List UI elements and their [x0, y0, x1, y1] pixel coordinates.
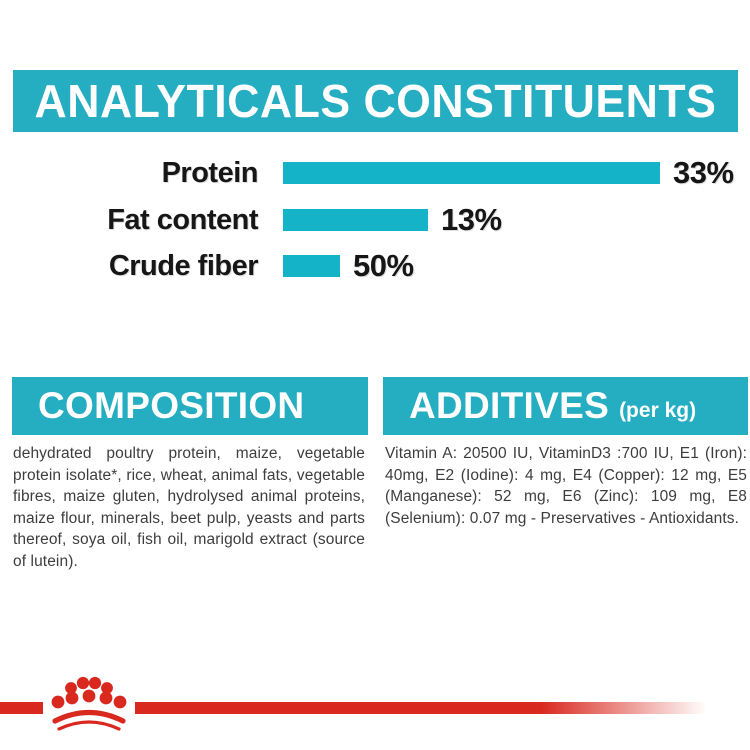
chart-row: Protein 33% [0, 155, 734, 191]
chart-category-label: Fat content [107, 203, 258, 236]
chart-value-label: 50% [353, 248, 414, 283]
composition-body-text: dehydrated poultry protein, maize, veget… [13, 445, 365, 570]
brand-band-right [135, 702, 750, 714]
chart-category-label: Crude fiber [108, 249, 259, 282]
chart-bar [283, 162, 660, 184]
chart-value-label: 13% [441, 202, 502, 237]
composition-title: COMPOSITION [38, 385, 305, 426]
additives-unit-label: (per kg) [619, 399, 697, 422]
chart-bar [283, 255, 340, 277]
additives-title: ADDITIVES [409, 385, 610, 426]
composition-banner: COMPOSITION [12, 377, 368, 435]
additives-body-text: Vitamin A: 20500 IU, VitaminD3 :700 IU, … [385, 445, 747, 527]
chart-row: Fat content 13% [0, 202, 502, 238]
analyticals-constituents-banner: ANALYTICALS CONSTITUENTS [13, 70, 738, 132]
chart-row: Crude fiber 50% [0, 248, 414, 284]
brand-band-left [0, 702, 43, 714]
chart-value-label: 33% [673, 155, 734, 190]
chart-bar [283, 209, 428, 231]
royal-canin-crown-icon [51, 676, 127, 731]
additives-banner: ADDITIVES (per kg) [383, 377, 748, 435]
page-title: ANALYTICALS CONSTITUENTS [34, 75, 717, 127]
chart-category-label: Protein [161, 156, 259, 189]
